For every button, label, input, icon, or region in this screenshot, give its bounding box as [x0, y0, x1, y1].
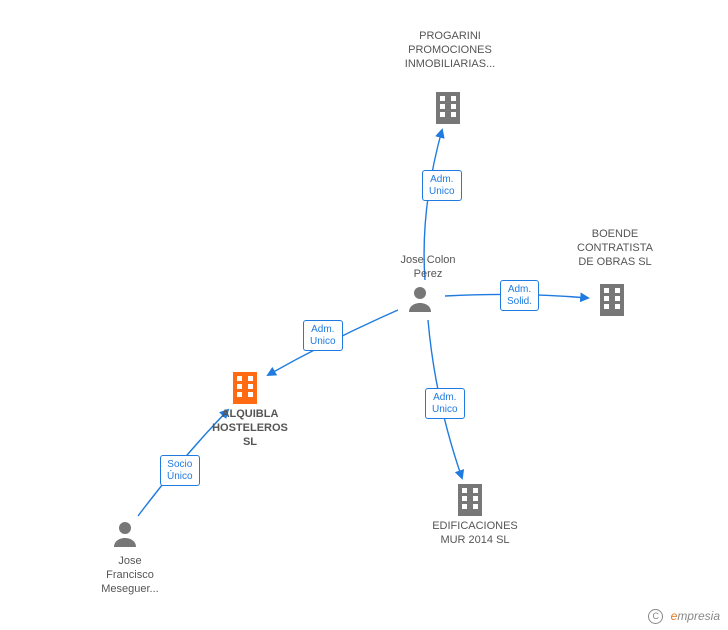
- node-edificaciones[interactable]: EDIFICACIONES MUR 2014 SL: [415, 520, 535, 548]
- building-icon: [458, 484, 482, 516]
- node-label: ALQUIBLA: [200, 408, 300, 422]
- edge-label-adm-unico-2: Adm. Unico: [425, 388, 465, 419]
- node-jose-colon[interactable]: Jose Colon Perez: [388, 254, 468, 282]
- node-progarini[interactable]: PROGARINI PROMOCIONES INMOBILIARIAS...: [395, 30, 505, 71]
- credit-line: C empresia: [648, 609, 720, 624]
- node-label: EDIFICACIONES: [415, 520, 535, 534]
- person-icon: [114, 522, 136, 547]
- node-label: DE OBRAS SL: [560, 256, 670, 270]
- node-label: Francisco: [90, 569, 170, 583]
- diagram-canvas: [0, 0, 728, 630]
- edge-label-socio-unico: Socio Único: [160, 455, 200, 486]
- node-label: INMOBILIARIAS...: [395, 58, 505, 72]
- brand-rest: mpresia: [677, 609, 720, 623]
- node-label: Jose Colon: [388, 254, 468, 268]
- node-jose-francisco[interactable]: Jose Francisco Meseguer...: [90, 555, 170, 596]
- node-label: Jose: [90, 555, 170, 569]
- node-label: Perez: [388, 268, 468, 282]
- building-icon: [233, 372, 257, 404]
- node-label: MUR 2014 SL: [415, 534, 535, 548]
- node-label: CONTRATISTA: [560, 242, 670, 256]
- edge-label-adm-unico-3: Adm. Unico: [303, 320, 343, 351]
- node-label: HOSTELEROS: [200, 422, 300, 436]
- node-alquibla[interactable]: ALQUIBLA HOSTELEROS SL: [200, 408, 300, 449]
- edge-label-adm-solid: Adm. Solid.: [500, 280, 539, 311]
- building-icon: [436, 92, 460, 124]
- node-label: BOENDE: [560, 228, 670, 242]
- building-icon: [600, 284, 624, 316]
- node-label: PROGARINI: [395, 30, 505, 44]
- node-boende[interactable]: BOENDE CONTRATISTA DE OBRAS SL: [560, 228, 670, 269]
- node-label: SL: [200, 436, 300, 450]
- node-label: Meseguer...: [90, 583, 170, 597]
- copyright-icon: C: [648, 609, 663, 624]
- node-label: PROMOCIONES: [395, 44, 505, 58]
- edge-label-adm-unico-1: Adm. Unico: [422, 170, 462, 201]
- person-icon: [409, 287, 431, 312]
